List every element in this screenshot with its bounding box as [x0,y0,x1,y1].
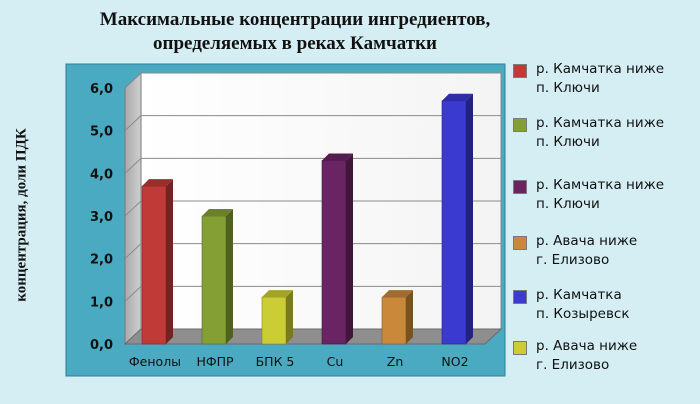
legend-label: р. Камчатка п. Козыревск [536,287,630,322]
legend-label: р. Авача ниже г. Елизово [536,338,638,373]
bar-НФПР [201,209,233,345]
gridline [124,72,501,89]
chart-title-line-1: Максимальные концентрации ингредиентов, [99,9,491,30]
chart-title-line-2: определяемых в реках Камчатки [153,33,437,54]
x-tick-label: Zn [387,354,404,369]
legend-item: р. Камчатка п. Козыревск [508,286,698,326]
legend-label: р. Камчатка ниже п. Ключи [536,177,665,212]
legend-swatch [513,64,527,78]
legend-label: р. Камчатка ниже п. Ключи [536,115,665,150]
legend-item: р. Авача ниже г. Елизово [508,232,698,272]
y-tick-label: 0,0 [90,338,113,353]
y-tick-label: 6,0 [90,82,113,97]
legend-swatch [513,118,527,132]
bar-Zn [381,290,413,345]
x-tick-label: NO2 [441,354,468,369]
bar-БПК 5 [261,290,293,345]
legend-swatch [513,341,527,355]
x-tick-label: Фенолы [129,354,181,369]
x-tick-label: БПК 5 [256,354,295,369]
y-tick-label: 1,0 [90,295,113,310]
legend-swatch [513,236,527,250]
gridline [124,115,501,132]
gridline [124,200,501,217]
legend-label: р. Камчатка ниже п. Ключи [536,61,665,96]
y-tick-label: 5,0 [90,125,113,140]
legend-item: р. Авача ниже г. Елизово [508,337,698,377]
bar-NO2 [441,93,473,345]
y-tick-label: 4,0 [90,167,113,182]
y-tick-label: 3,0 [90,210,113,225]
bar-Фенолы [141,179,173,345]
y-tick-label: 2,0 [90,253,113,268]
gridline [124,285,501,302]
gridline [124,157,501,174]
bar-Cu [321,153,353,345]
x-tick-label: Cu [327,354,344,369]
legend-item: р. Камчатка ниже п. Ключи [508,114,698,154]
legend-swatch [513,290,527,304]
legend-item: р. Камчатка ниже п. Ключи [508,176,698,216]
legend-swatch [513,180,527,194]
legend-item: р. Камчатка ниже п. Ключи [508,60,698,100]
legend-label: р. Авача ниже г. Елизово [536,233,638,268]
x-tick-label: НФПР [196,354,234,369]
gridline [124,243,501,260]
